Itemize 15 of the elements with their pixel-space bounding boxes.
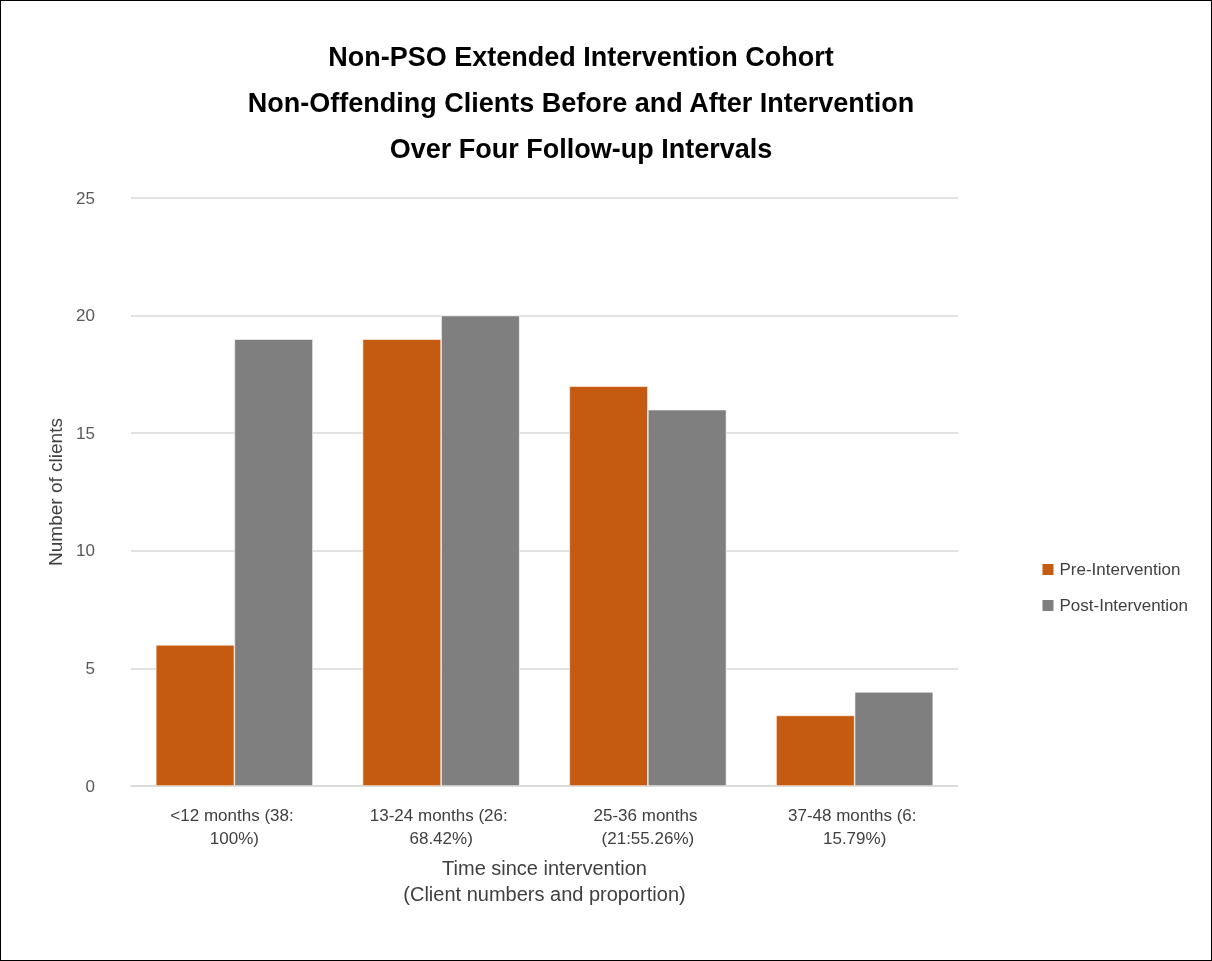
y-tick-label: 10 [76, 541, 95, 561]
x-axis-title: Time since intervention (Client numbers and proportion) [403, 856, 686, 905]
x-tick-label: 37-48 months (6: 15.79%) [788, 806, 922, 848]
y-tick-label: 5 [85, 658, 95, 678]
y-tick-label: 15 [76, 423, 95, 443]
legend-label: Post-Intervention [1059, 596, 1188, 615]
legend-label: Pre-Intervention [1059, 560, 1181, 579]
x-tick-label: 13-24 months (26: 68.42%) [369, 806, 513, 848]
x-tick-label: <12 months (38: 100%) [170, 806, 299, 848]
chart-title: Non-PSO Extended Intervention Cohort Non-Offending Clients Before and After Intervention Over Four Follow-up Intervals [247, 42, 915, 164]
y-tick-label: 20 [76, 306, 95, 326]
y-tick-label: 0 [85, 776, 95, 796]
x-tick-label: 25-36 months (21:55.26%) [593, 806, 703, 848]
y-tick-label: 25 [76, 188, 95, 208]
y-axis-title: Number of clients [45, 418, 67, 566]
